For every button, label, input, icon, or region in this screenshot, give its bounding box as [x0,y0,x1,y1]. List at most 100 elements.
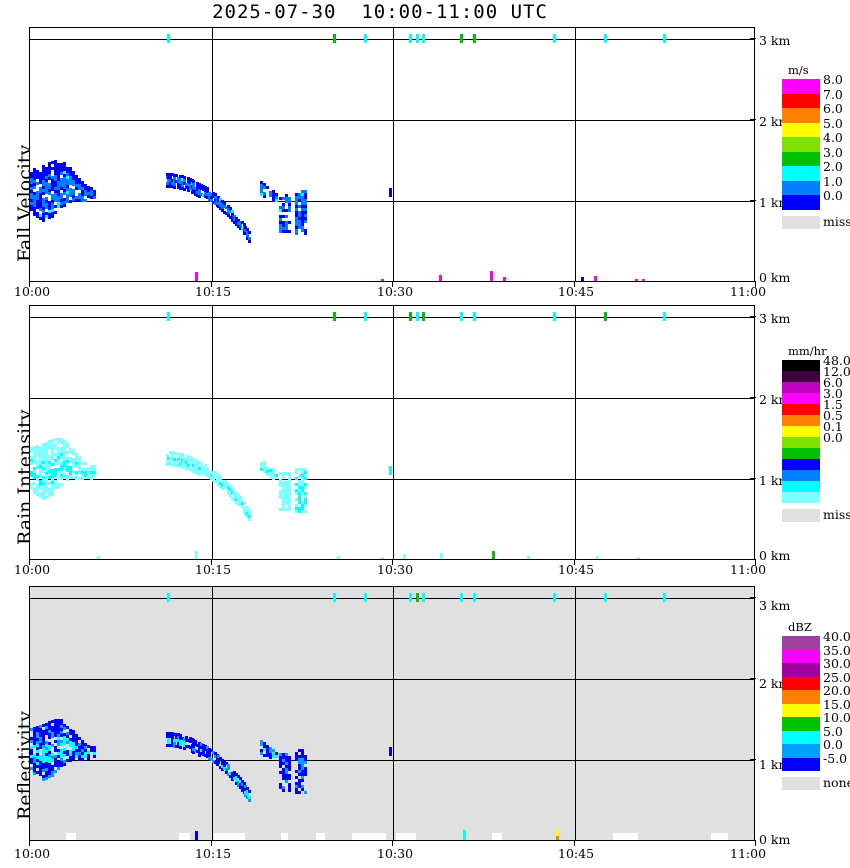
echo-pixel [233,221,236,224]
x-axis-tick [211,282,212,287]
echo-pixel [231,772,234,775]
echo-pixel [279,206,282,209]
echo-pixel [179,465,182,468]
echo-pixel [42,177,45,180]
echo-pixel [63,452,66,455]
echo-pixel [298,489,301,492]
echo-pixel [223,211,226,214]
echo-pixel [200,746,203,749]
echo-pixel [57,468,60,471]
echo-pixel [78,199,81,202]
echo-pixel [171,738,174,741]
echo-pixel [288,472,291,475]
echo-pixel [304,767,307,770]
gridline-horizontal-2km [30,398,754,399]
echo-pixel [260,743,263,746]
colorbar-swatch [782,636,820,650]
echo-pixel [51,720,54,723]
echo-pixel [204,464,207,467]
echo-pixel [173,180,176,183]
echo-pixel [235,495,238,498]
echo-pixel [260,184,263,187]
colorbar-tick-label: 3.0 [823,386,843,401]
echo-pixel [60,166,63,169]
echo-pixel [75,755,78,758]
echo-pixel [48,742,51,745]
echo-pixel [45,203,48,206]
echo-pixel [39,740,42,743]
echo-pixel [175,739,178,742]
echo-pixel [30,749,33,752]
echo-pixel [78,477,81,480]
echo-pixel [169,732,172,735]
echo-pixel [66,194,69,197]
echo-pixel [212,195,215,198]
echo-pixel [269,747,272,750]
echo-pixel [179,462,182,465]
echo-pixel [39,208,42,211]
echo-pixel [54,480,57,483]
top-speckle-pixel [604,34,607,43]
echo-pixel [304,199,307,202]
echo-pixel [39,758,42,761]
top-speckle-pixel [553,34,556,43]
colorbar-swatch [782,382,820,393]
echo-pixel [57,719,60,722]
echo-pixel [63,204,66,207]
echo-pixel [90,746,93,749]
echo-pixel [36,448,39,451]
echo-pixel [39,468,42,471]
echo-pixel [42,452,45,455]
echo-pixel [194,468,197,471]
echo-pixel [93,193,96,196]
echo-pixel [241,786,244,789]
echo-pixel [57,734,60,737]
echo-pixel [196,466,199,469]
echo-pixel [304,761,307,764]
echo-pixel [217,474,220,477]
colorbar-tick-label: 0.5 [823,408,843,423]
echo-pixel [235,779,238,782]
echo-pixel [204,195,207,198]
echo-pixel [204,473,207,476]
echo-pixel [45,173,48,176]
echo-pixel [75,477,78,480]
echo-pixel [84,755,87,758]
echo-pixel [36,756,39,759]
echo-pixel [48,727,51,730]
echo-pixel [181,462,184,465]
echo-pixel [60,193,63,196]
echo-pixel [36,762,39,765]
echo-pixel [214,202,217,205]
echo-pixel [295,776,298,779]
echo-pixel [192,748,195,751]
echo-pixel [301,468,304,471]
echo-pixel [185,736,188,739]
echo-pixel [75,749,78,752]
echo-pixel [282,227,285,230]
echo-pixel [33,201,36,204]
echo-pixel [298,758,301,761]
echo-pixel [33,745,36,748]
y-axis-tick [750,316,756,317]
echo-pixel [57,172,60,175]
echo-pixel [36,738,39,741]
echo-pixel [45,457,48,460]
echo-pixel [223,202,226,205]
echo-pixel [78,755,81,758]
echo-pixel [63,183,66,186]
echo-pixel [266,751,269,754]
echo-pixel [187,458,190,461]
xtick-label-1030-p2: 10:30 [377,562,414,577]
echo-pixel [206,749,209,752]
echo-pixel [45,454,48,457]
echo-pixel [167,457,170,460]
echo-pixel [63,461,66,464]
echo-pixel [42,485,45,488]
echo-pixel [282,502,285,505]
echo-pixel [210,474,213,477]
colorbar-swatch [782,195,820,210]
echo-pixel [279,759,282,762]
colorbar-tick-label: 3.0 [823,144,843,160]
colorbar-unit-label: m/s [788,63,809,77]
